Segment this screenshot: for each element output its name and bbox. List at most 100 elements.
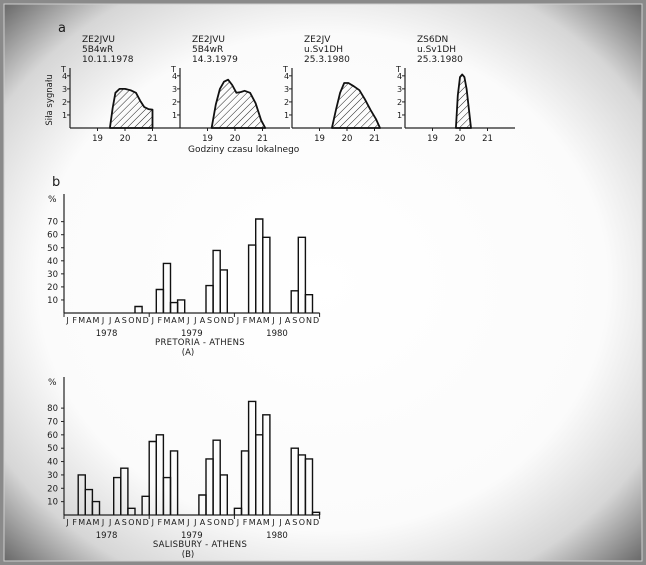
y-axis-top-label: T — [170, 65, 176, 74]
y-tick-label: 30 — [47, 471, 58, 481]
month-tick-label: D — [313, 518, 319, 527]
bar — [262, 414, 271, 515]
month-tick-label: N — [221, 518, 227, 527]
month-tick-label: F — [243, 518, 248, 527]
bar — [134, 305, 143, 313]
bar — [304, 458, 314, 515]
y-tick-label: 30 — [47, 270, 58, 280]
bar — [169, 450, 179, 515]
month-tick-label: J — [186, 518, 189, 527]
signal-chart-title-line: ZE2JV — [304, 35, 331, 45]
y-tick-label: 2 — [62, 98, 67, 107]
year-label: 1980 — [266, 531, 288, 541]
signal-chart-title-line: 25.3.1980 — [417, 55, 463, 65]
month-tick-label: D — [143, 316, 149, 325]
y-tick-label: 40 — [47, 458, 58, 468]
bar — [162, 262, 172, 313]
month-tick-label: M — [249, 518, 256, 527]
year-label: 1978 — [96, 531, 118, 541]
bar — [127, 507, 136, 515]
month-tick-label: F — [243, 316, 248, 325]
month-tick-label: M — [163, 316, 170, 325]
x-tick-label: 21 — [257, 134, 268, 144]
x-tick-label: 20 — [230, 134, 241, 144]
signal-chart-title-line: ZE2JVU — [82, 35, 115, 45]
month-tick-label: J — [271, 316, 274, 325]
chart-subtitle: (B) — [182, 550, 194, 560]
month-tick-label: F — [72, 316, 77, 325]
month-tick-label: M — [92, 316, 99, 325]
month-tick-label: J — [108, 316, 111, 325]
x-tick-label: 19 — [314, 134, 325, 144]
month-tick-label: A — [86, 316, 92, 325]
signal-area — [210, 78, 267, 129]
month-tick-label: S — [122, 316, 127, 325]
month-tick-label: N — [221, 316, 227, 325]
chart-title: SALISBURY - ATHENS — [153, 540, 247, 550]
y-tick-label: 60 — [47, 231, 58, 241]
y-tick-label: 3 — [62, 85, 67, 94]
month-tick-label: F — [158, 518, 163, 527]
month-tick-label: O — [128, 316, 134, 325]
month-tick-label: M — [263, 518, 270, 527]
x-tick-label: 19 — [202, 134, 213, 144]
month-tick-label: J — [101, 316, 104, 325]
bar — [311, 511, 321, 515]
x-tick-label: 21 — [147, 134, 158, 144]
month-tick-label: J — [236, 518, 239, 527]
year-label: 1979 — [181, 329, 203, 339]
signal-chart-title-line: u.Sv1DH — [304, 45, 343, 55]
y-tick-label: 2 — [397, 98, 402, 107]
x-tick-label: 20 — [342, 134, 353, 144]
year-label: 1978 — [96, 329, 118, 339]
y-tick-label: 3 — [397, 85, 402, 94]
y-tick-label: 70 — [47, 417, 58, 427]
y-tick-label: 4 — [284, 72, 289, 81]
month-tick-label: J — [65, 316, 68, 325]
month-tick-label: A — [86, 518, 92, 527]
y-tick-label: 1 — [284, 111, 289, 120]
panel-a-label: a — [58, 21, 66, 36]
bar — [91, 500, 101, 515]
month-tick-label: J — [271, 518, 274, 527]
bar — [120, 467, 129, 515]
bar — [176, 299, 186, 313]
bar — [219, 269, 228, 313]
bar — [262, 236, 271, 313]
month-tick-label: A — [171, 316, 177, 325]
chart-subtitle: (A) — [182, 348, 194, 358]
bar — [155, 434, 165, 515]
month-tick-label: F — [158, 316, 163, 325]
month-tick-label: S — [292, 316, 297, 325]
bar — [297, 236, 307, 313]
month-tick-label: J — [108, 518, 111, 527]
signal-chart-title-line: 14.3.1979 — [192, 55, 238, 65]
month-tick-label: J — [278, 518, 281, 527]
month-tick-label: S — [292, 518, 297, 527]
y-axis-top-label: T — [395, 65, 401, 74]
month-tick-label: J — [101, 518, 104, 527]
month-tick-label: M — [92, 518, 99, 527]
x-tick-label: 20 — [120, 134, 131, 144]
y-tick-label: 4 — [62, 72, 67, 81]
y-tick-label: 2 — [284, 98, 289, 107]
month-tick-label: D — [228, 518, 234, 527]
month-tick-label: A — [285, 316, 291, 325]
y-tick-label: 3 — [172, 85, 177, 94]
y-tick-label: 80 — [47, 404, 58, 414]
month-tick-label: J — [151, 518, 154, 527]
y-tick-label: 1 — [172, 111, 177, 120]
month-tick-label: O — [128, 518, 134, 527]
month-tick-label: M — [263, 316, 270, 325]
year-label: 1979 — [181, 531, 203, 541]
y-tick-label: 10 — [47, 498, 58, 508]
month-tick-label: J — [278, 316, 281, 325]
y-tick-label: 50 — [47, 444, 58, 454]
x-tick-label: 19 — [92, 134, 103, 144]
month-tick-label: M — [178, 316, 185, 325]
